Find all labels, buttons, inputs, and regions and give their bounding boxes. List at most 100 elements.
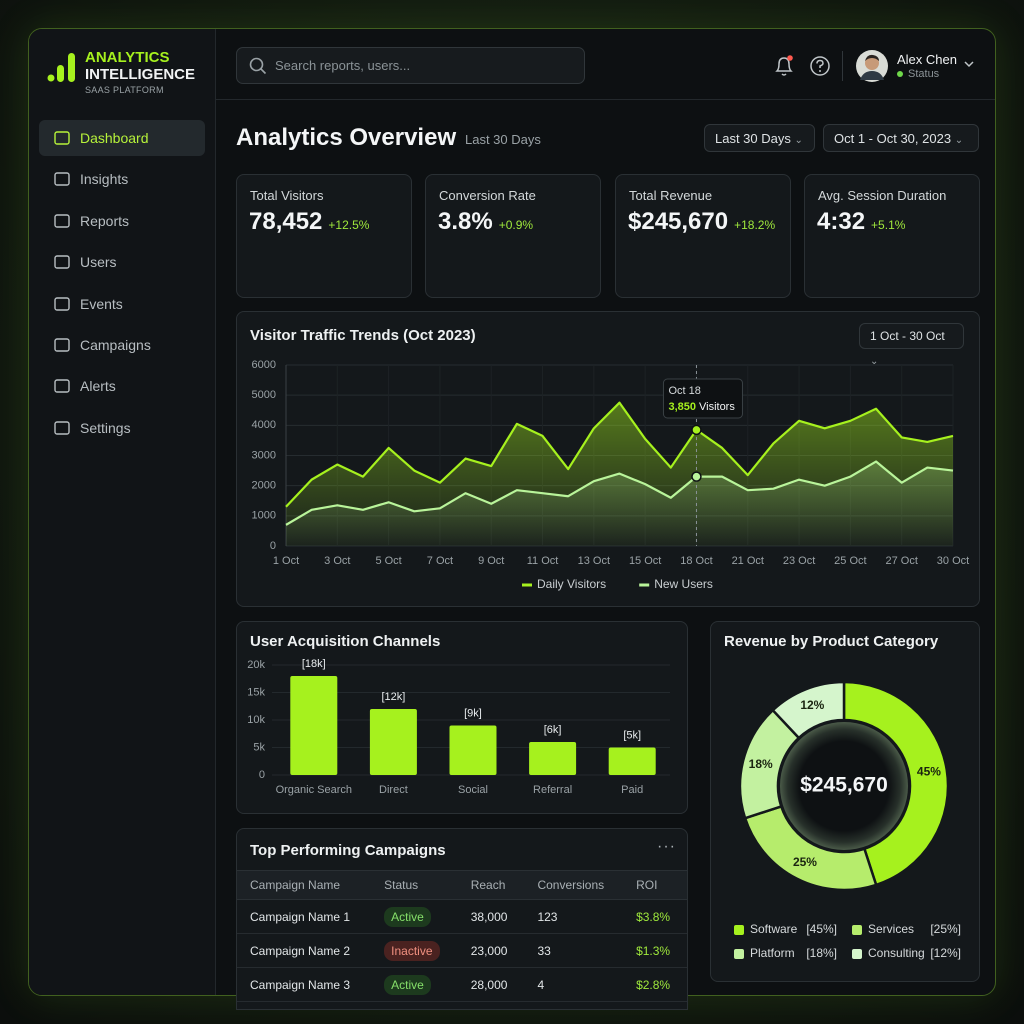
brand-line1: ANALYTICS xyxy=(85,49,170,66)
logo-icon xyxy=(47,53,75,82)
page-title: Analytics Overview xyxy=(236,124,457,151)
kpi-card xyxy=(804,174,980,298)
nav-item[interactable]: Settings xyxy=(39,410,205,446)
period-filter[interactable]: Last 30 Days ⌄ xyxy=(704,124,815,152)
kpi-change: +5.1% xyxy=(871,218,906,232)
nav-item[interactable]: Users xyxy=(39,244,205,280)
kpi-card xyxy=(425,174,601,298)
status-dot xyxy=(897,71,903,77)
table-cell: 123 xyxy=(524,899,624,934)
table-cell: 28,000 xyxy=(457,967,525,1002)
header-divider xyxy=(216,99,995,100)
status-pill: Active xyxy=(384,974,431,995)
status-pill: Active xyxy=(384,906,431,927)
kpi-value: 3.8% xyxy=(438,208,493,235)
period-filter-label: Last 30 Days xyxy=(715,131,791,146)
nav-item[interactable]: Campaigns xyxy=(39,327,205,363)
user-menu-chevron[interactable] xyxy=(963,59,975,69)
kpi-value: $245,670 xyxy=(628,208,729,235)
kpi-value-row: 4:32 +5.1% xyxy=(817,208,905,236)
nav-label: Users xyxy=(80,254,117,271)
nav-label: Settings xyxy=(80,419,131,436)
user-status: Status xyxy=(908,68,940,80)
table-cell: Inactive xyxy=(371,933,458,968)
table-cell: 38,000 xyxy=(457,899,525,934)
table-cell: 23,000 xyxy=(457,933,525,968)
nav-label: Reports xyxy=(80,212,130,229)
nav-icon xyxy=(54,296,70,311)
column-header: Campaign Name xyxy=(237,870,372,900)
kpi-label: Total Revenue xyxy=(629,188,713,203)
traffic-range[interactable]: 1 Oct - 30 Oct ⌄ xyxy=(859,323,964,367)
kpi-change: +0.9% xyxy=(498,218,534,232)
search-box[interactable]: Search reports, users... xyxy=(236,47,585,84)
kpi-value-row: $245,670 +18.2% xyxy=(628,208,775,236)
nav-label: Alerts xyxy=(80,378,116,395)
help-button[interactable] xyxy=(809,55,831,77)
kpi-change: +18.2% xyxy=(734,218,776,232)
sidebar: ANALYTICS INTELLIGENCE SAAS PLATFORM Das… xyxy=(29,29,216,995)
brand-tagline: SAAS PLATFORM xyxy=(85,85,164,95)
table-row: Campaign Name 1 Active 38,000 123 $3.8% xyxy=(237,899,687,934)
kpi-value-row: 3.8% +0.9% xyxy=(438,208,533,236)
revenue-card xyxy=(710,621,980,982)
table-row: Campaign Name 3 Active 28,000 4 $2.8% xyxy=(237,967,687,1002)
nav-label: Insights xyxy=(80,171,129,188)
search-icon xyxy=(249,57,267,75)
nav-item[interactable]: Alerts xyxy=(39,368,205,404)
page-subtitle: Last 30 Days xyxy=(465,132,541,147)
table-cell: 33 xyxy=(524,933,624,968)
date-filter-label: Oct 1 - Oct 30, 2023 xyxy=(834,131,952,146)
nav-item[interactable]: Insights xyxy=(39,161,205,197)
header-separator xyxy=(842,51,843,81)
table-header: Campaign Name Status Reach Conversions ROI xyxy=(237,870,687,900)
kpi-label: Avg. Session Duration xyxy=(818,188,947,203)
table-row: Campaign Name 2 Inactive 23,000 33 $1.3% xyxy=(237,933,687,968)
campaigns-table-wrap: Campaign Name Status Reach Conversions ROI Ca… xyxy=(237,870,687,1002)
table-cell: Campaign Name 1 xyxy=(237,899,372,934)
table-body: Campaign Name 1 Active 38,000 123 $3.8% Campa… xyxy=(237,899,687,1002)
column-header: Conversions xyxy=(524,870,624,900)
table-cell: 4 xyxy=(524,967,624,1002)
table-cell: $1.3% xyxy=(623,933,687,968)
nav-item[interactable]: Dashboard xyxy=(39,120,205,156)
nav-label: Campaigns xyxy=(80,337,151,353)
nav-icon xyxy=(54,131,70,145)
table-cell: Campaign Name 3 xyxy=(237,967,372,1002)
search-placeholder: Search reports, users... xyxy=(275,58,411,73)
traffic-range-label: 1 Oct - 30 Oct xyxy=(870,329,945,343)
table-cell: $3.8% xyxy=(623,899,687,934)
date-filter[interactable]: Oct 1 - Oct 30, 2023 ⌄ xyxy=(823,124,979,152)
column-header: Status xyxy=(371,870,458,900)
acquisition-card xyxy=(236,621,688,814)
nav-icon xyxy=(54,338,70,352)
table-cell: $2.8% xyxy=(623,967,687,1002)
avatar[interactable] xyxy=(855,49,889,83)
campaigns-card: Top Performing Campaigns ··· Campaign Na… xyxy=(236,828,688,1010)
nav-icon xyxy=(54,421,70,435)
table-cell: Campaign Name 2 xyxy=(237,933,372,968)
nav-icon xyxy=(54,172,70,187)
nav-label: Dashboard xyxy=(80,130,149,146)
nav-item[interactable]: Events xyxy=(39,286,205,322)
nav-icon xyxy=(54,379,70,394)
campaigns-table: Campaign Name Status Reach Conversions ROI Ca… xyxy=(237,870,687,1002)
column-header: ROI xyxy=(623,870,687,900)
table-cell: Active xyxy=(371,899,458,934)
column-header: Reach xyxy=(457,870,525,900)
campaigns-menu[interactable]: ··· xyxy=(657,838,676,855)
notifications-button[interactable] xyxy=(773,54,795,78)
kpi-label: Conversion Rate xyxy=(439,188,536,203)
kpi-label: Total Visitors xyxy=(250,188,324,203)
nav-item[interactable]: Reports xyxy=(39,203,205,239)
campaigns-title: Top Performing Campaigns xyxy=(250,842,446,859)
traffic-card xyxy=(236,311,980,607)
nav-label: Events xyxy=(80,295,123,312)
kpi-value: 78,452 xyxy=(249,208,323,235)
kpi-card xyxy=(236,174,412,298)
kpi-value-row: 78,452 +12.5% xyxy=(249,208,369,236)
user-name: Alex Chen xyxy=(897,52,957,67)
kpi-value: 4:32 xyxy=(817,208,866,235)
